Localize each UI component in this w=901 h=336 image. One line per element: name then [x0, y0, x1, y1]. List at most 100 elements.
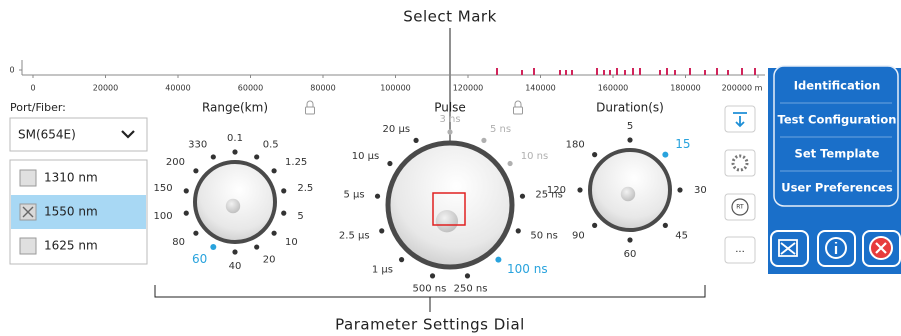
dial-title: Duration(s) — [596, 101, 664, 115]
dial-option[interactable]: 330 — [188, 139, 207, 150]
dial-option[interactable]: 45 — [675, 230, 688, 241]
dial-dot — [254, 154, 259, 159]
dial-dot — [184, 211, 189, 216]
dial-dot — [430, 273, 435, 278]
dial-option[interactable]: 0.5 — [263, 139, 279, 150]
dial-option[interactable]: 100 — [154, 211, 173, 222]
trace-events — [497, 68, 755, 75]
side-buttons: RT ... — [725, 106, 755, 263]
dial-option[interactable]: 1.25 — [285, 157, 307, 168]
dial-option[interactable]: 10 — [285, 237, 298, 248]
dial-dot — [592, 223, 597, 228]
x-tick-label: 60000 — [238, 84, 263, 93]
x-tick-label: 140000 — [525, 84, 556, 93]
dial-option[interactable]: 5 µs — [344, 190, 365, 201]
dial-option[interactable]: 80 — [172, 237, 185, 248]
dial-option[interactable]: 180 — [566, 140, 585, 151]
menu-item[interactable]: Identification — [794, 79, 881, 93]
dial-option[interactable]: 40 — [229, 261, 242, 272]
dial-option[interactable]: 60 — [192, 252, 207, 266]
annotation: Parameter Settings Dial — [335, 316, 525, 334]
button[interactable] — [771, 231, 808, 266]
dial-option[interactable]: 10 µs — [352, 151, 379, 162]
dial-option[interactable]: 15 — [675, 137, 690, 151]
label: Port/Fiber: — [10, 101, 66, 114]
dial-option[interactable]: 60 — [624, 249, 637, 260]
x-tick-label: 0 — [30, 84, 35, 93]
dial-option[interactable]: 150 — [154, 183, 173, 194]
dial-dot — [232, 249, 237, 254]
dial-option[interactable]: 20 — [263, 255, 276, 266]
dial-dot — [413, 138, 418, 143]
dial-option[interactable]: 5 — [627, 121, 633, 132]
dial-option[interactable]: 2.5 µs — [339, 230, 370, 241]
x-tick-label: 200000 m — [722, 84, 763, 93]
menu-item[interactable]: Test Configuration — [778, 113, 897, 127]
button[interactable] — [725, 150, 755, 176]
dial-dot — [210, 244, 216, 250]
dial-dot — [232, 149, 237, 154]
dial-indicator — [436, 210, 458, 232]
dial-dot — [399, 257, 404, 262]
dial-dot — [520, 194, 525, 199]
dial-option[interactable]: 0.1 — [227, 133, 243, 144]
dial-option[interactable]: 5 ns — [490, 124, 511, 135]
x-tick-label: 40000 — [165, 84, 190, 93]
dial-dot — [193, 231, 198, 236]
dial-option[interactable]: 500 ns — [413, 284, 447, 295]
annotation: Select Mark — [403, 8, 497, 26]
dial-option[interactable]: 30 — [694, 185, 707, 196]
dial-dot — [465, 273, 470, 278]
checkbox[interactable] — [20, 170, 36, 186]
dial-dot — [193, 168, 198, 173]
screen: Select Mark Parameter Settings Dial 0200… — [0, 0, 901, 336]
button-text: ... — [735, 244, 745, 255]
lock-icon — [307, 101, 313, 107]
lock-icon — [515, 101, 521, 107]
dial-option[interactable]: 50 ns — [530, 230, 557, 241]
dial-dot — [387, 161, 392, 166]
dial-option[interactable]: 1 µs — [372, 264, 393, 275]
dial-option[interactable]: 10 ns — [521, 151, 548, 162]
dial-dot — [627, 237, 632, 242]
dropdown-value: SM(654E) — [18, 128, 76, 142]
dial-dot — [281, 211, 286, 216]
dial-dot — [271, 168, 276, 173]
x-tick-label: 160000 — [598, 84, 629, 93]
dial-dot — [577, 187, 582, 192]
dial-indicator — [621, 187, 635, 201]
dial-dot — [271, 231, 276, 236]
dial-dot — [662, 152, 668, 158]
dial-option[interactable]: 100 ns — [507, 262, 548, 276]
checkbox[interactable] — [20, 238, 36, 254]
dial-option[interactable]: 2.5 — [297, 183, 313, 194]
y-tick-label: 0 — [9, 66, 14, 75]
x-tick-label: 120000 — [453, 84, 484, 93]
dial-dot — [184, 188, 189, 193]
menu-item[interactable]: Set Template — [795, 147, 880, 161]
dial-dot — [281, 188, 286, 193]
dial-dot — [375, 194, 380, 199]
dial-dot — [447, 129, 452, 134]
dial-dot — [495, 257, 501, 263]
dial-knob[interactable] — [388, 143, 512, 267]
dial-dot — [481, 138, 486, 143]
menu-item[interactable]: User Preferences — [781, 181, 893, 195]
dial-indicator — [226, 199, 240, 213]
x-tick-label: 180000 — [670, 84, 701, 93]
dial-dot — [663, 223, 668, 228]
dial-dot — [592, 152, 597, 157]
dial-option[interactable]: 90 — [572, 230, 585, 241]
dial-option[interactable]: 20 µs — [383, 124, 410, 135]
lock-icon — [306, 107, 315, 114]
wavelength-label: 1625 nm — [44, 239, 98, 253]
dial-option[interactable]: 5 — [297, 211, 303, 222]
dial-dot — [254, 244, 259, 249]
dial-option[interactable]: 3 ns — [439, 114, 460, 125]
dial-option[interactable]: 200 — [166, 157, 185, 168]
dial-title: Pulse — [434, 101, 466, 115]
dial-option[interactable]: 120 — [547, 185, 566, 196]
dial-dot — [379, 228, 384, 233]
dial-option[interactable]: 250 ns — [454, 284, 488, 295]
